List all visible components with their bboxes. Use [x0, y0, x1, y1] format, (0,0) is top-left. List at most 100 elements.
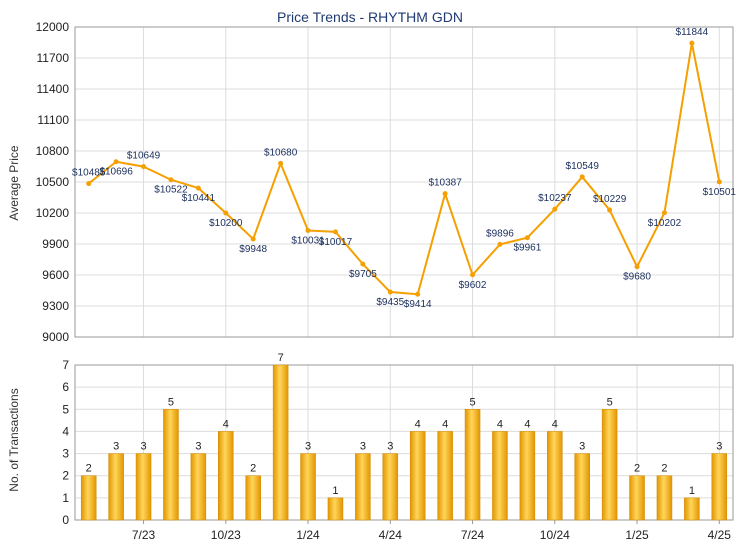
transaction-bar	[135, 453, 152, 521]
transaction-bar	[190, 453, 207, 521]
price-point	[634, 264, 640, 270]
transaction-bar	[574, 453, 590, 521]
price-data-label: $10237	[538, 193, 572, 204]
price-data-label: $11844	[676, 27, 709, 38]
price-point	[552, 206, 558, 212]
price-point	[524, 235, 530, 241]
price-data-label: $9435	[376, 297, 404, 308]
transaction-bar-label: 3	[387, 441, 393, 453]
price-point	[195, 185, 201, 191]
price-tick-label: 9300	[42, 299, 69, 313]
price-data-label: $10200	[209, 218, 243, 229]
price-data-label: $10485	[72, 168, 106, 179]
x-tick-label: 1/24	[296, 528, 320, 542]
price-axis-title: Average Price	[7, 145, 21, 220]
transaction-bar-label: 3	[140, 441, 146, 453]
price-tick-label: 11100	[37, 113, 69, 127]
price-data-label: $9961	[513, 243, 541, 254]
price-point	[250, 236, 256, 242]
price-data-label: $10522	[154, 185, 188, 196]
price-data-label: $9896	[486, 228, 514, 239]
transaction-bar-label: 4	[223, 418, 229, 430]
transactions-tick-label: 2	[62, 469, 69, 483]
x-tick-label: 4/25	[708, 528, 732, 542]
price-point	[278, 160, 284, 166]
price-point	[579, 174, 585, 180]
transaction-bar	[492, 431, 508, 521]
transaction-bar	[601, 409, 618, 521]
price-data-label: $10680	[264, 147, 298, 158]
transaction-bar	[80, 475, 97, 521]
price-point	[305, 227, 311, 233]
price-series-line	[88, 42, 721, 296]
x-tick-label: 4/24	[379, 528, 403, 542]
transaction-bar-label: 3	[360, 441, 366, 453]
transaction-bar-label: 2	[661, 463, 667, 475]
price-point	[497, 241, 503, 247]
price-data-label: $10387	[428, 178, 462, 189]
price-data-label: $10031	[291, 235, 325, 246]
transaction-bar	[218, 431, 234, 521]
transaction-bar	[519, 431, 536, 521]
price-point	[415, 291, 421, 297]
transaction-bar	[684, 497, 700, 521]
price-point	[141, 164, 147, 170]
transactions-tick-label: 6	[62, 380, 69, 394]
price-data-label: $10696	[99, 167, 133, 178]
price-data-label: $10229	[593, 194, 627, 205]
price-plot-frame	[74, 26, 734, 338]
transactions-tick-label: 4	[62, 424, 69, 438]
transaction-bar	[382, 453, 399, 521]
price-data-label: $9414	[404, 299, 432, 310]
price-tick-label: 9600	[42, 268, 69, 282]
transaction-bar	[327, 497, 344, 521]
transaction-bar	[108, 453, 124, 521]
transaction-bar	[409, 431, 426, 521]
transaction-bar-label: 3	[579, 441, 585, 453]
price-tick-label: 9000	[42, 330, 69, 344]
transaction-bar-label: 3	[195, 441, 201, 453]
transaction-bar-label: 5	[607, 396, 613, 408]
transaction-bar	[437, 431, 453, 521]
price-point	[332, 229, 338, 235]
transaction-bar-label: 2	[86, 463, 92, 475]
x-tick-label: 10/24	[540, 528, 570, 542]
transaction-bar	[547, 431, 563, 521]
price-data-label: $10549	[566, 161, 600, 172]
price-data-label: $9602	[459, 280, 487, 291]
transaction-bar-label: 4	[442, 418, 448, 430]
transaction-bar-label: 4	[524, 418, 530, 430]
transaction-bar-label: 7	[278, 352, 284, 364]
price-point	[442, 191, 448, 197]
x-tick-label: 7/23	[132, 528, 156, 542]
transaction-bar	[245, 475, 261, 521]
transaction-bar-label: 2	[634, 463, 640, 475]
transactions-axis-title: No. of Transactions	[7, 388, 21, 491]
price-data-label: $10017	[319, 237, 353, 248]
price-point	[689, 40, 695, 46]
transactions-tick-label: 5	[62, 402, 69, 416]
transaction-bar-label: 1	[332, 485, 338, 497]
transaction-bar-label: 3	[305, 441, 311, 453]
price-data-label: $10649	[127, 151, 161, 162]
price-data-label: $10501	[703, 187, 737, 198]
transaction-bar-label: 2	[250, 463, 256, 475]
price-data-label: $10441	[182, 193, 216, 204]
transaction-bar	[656, 475, 673, 521]
price-data-label: $9705	[349, 269, 377, 280]
transaction-bar-label: 5	[469, 396, 475, 408]
transactions-plot-frame	[74, 364, 734, 521]
x-tick-label: 1/25	[625, 528, 649, 542]
transaction-bar-label: 3	[113, 441, 119, 453]
transaction-bar	[355, 453, 371, 521]
transaction-bar-label: 3	[716, 441, 722, 453]
transactions-tick-label: 0	[62, 513, 69, 527]
price-tick-label: 9900	[42, 237, 69, 251]
price-point	[607, 207, 613, 213]
price-point	[661, 210, 667, 216]
price-point	[387, 289, 393, 295]
price-point	[360, 261, 366, 267]
transaction-bar	[272, 364, 289, 521]
